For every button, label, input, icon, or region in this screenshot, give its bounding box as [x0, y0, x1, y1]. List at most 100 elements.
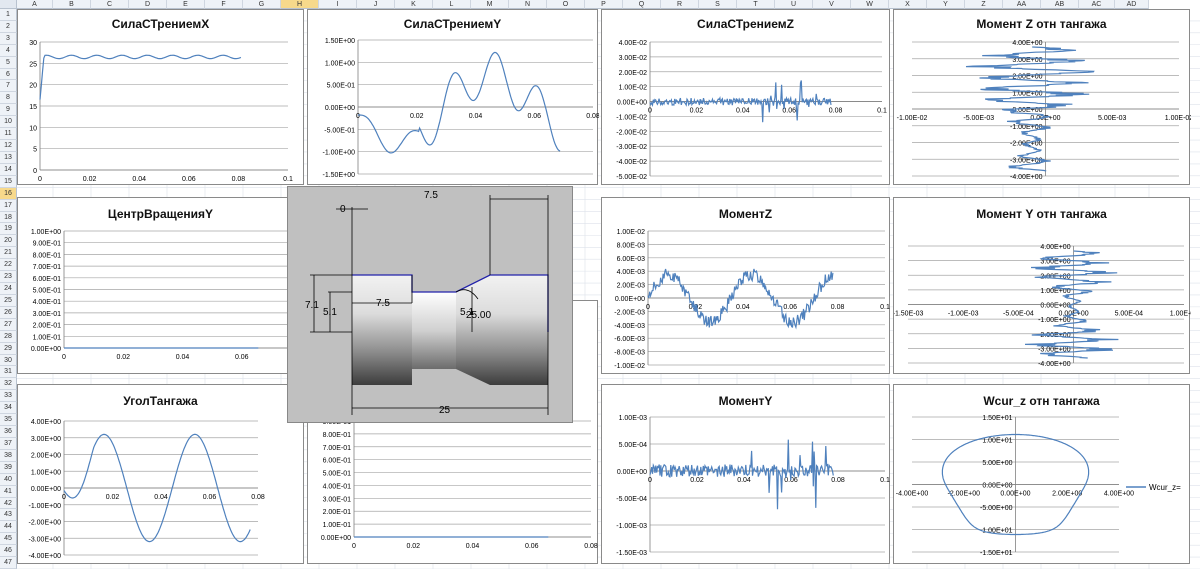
row-header-47[interactable]: 47: [0, 557, 17, 569]
row-header-26[interactable]: 26: [0, 306, 17, 319]
column-header-Y[interactable]: Y: [927, 0, 965, 9]
column-header-D[interactable]: D: [129, 0, 167, 9]
row-header-39[interactable]: 39: [0, 461, 17, 474]
chart-title: Момент Y отн тангажа: [976, 207, 1107, 221]
row-header-4[interactable]: 4: [0, 44, 17, 57]
chart-rotation-center-y[interactable]: ЦентрВращенияY 1.00E+00 9.00E-01 8.00E-01 7…: [17, 197, 305, 374]
column-header-AA[interactable]: AA: [1003, 0, 1041, 9]
row-header-24[interactable]: 24: [0, 283, 17, 295]
row-header-33[interactable]: 33: [0, 390, 17, 403]
x-tick-label: 0.00E+00: [1030, 115, 1060, 122]
row-header-6[interactable]: 6: [0, 68, 17, 81]
row-header-43[interactable]: 43: [0, 509, 17, 522]
row-header-1[interactable]: 1: [0, 9, 17, 21]
row-header-9[interactable]: 9: [0, 104, 17, 117]
x-tick-label: 0.06: [783, 304, 797, 311]
chart-moment-y[interactable]: МоментY 1.00E-03 5.00E-04 0.00E+00 -5.00E-0…: [601, 384, 890, 564]
column-header-I[interactable]: I: [319, 0, 357, 9]
row-header-45[interactable]: 45: [0, 533, 17, 546]
column-header-Q[interactable]: Q: [623, 0, 661, 9]
row-header-29[interactable]: 29: [0, 342, 17, 355]
column-header-W[interactable]: W: [851, 0, 889, 9]
row-header-14[interactable]: 14: [0, 163, 17, 176]
row-header-46[interactable]: 46: [0, 545, 17, 558]
row-header-31[interactable]: 31: [0, 366, 17, 379]
row-header-41[interactable]: 41: [0, 485, 17, 498]
chart-wcur-z-vs-pitch[interactable]: Wcur_z отн тангажа 1.50E+01 1.00E+01 5.00E…: [893, 384, 1190, 564]
chart-moment-z-vs-pitch[interactable]: Момент Z отн тангажа 4.00E+00 3.00E+00 2.0…: [893, 9, 1191, 185]
row-header-40[interactable]: 40: [0, 473, 17, 486]
column-header-T[interactable]: T: [737, 0, 775, 9]
series-line: [63, 433, 251, 543]
row-header-3[interactable]: 3: [0, 32, 17, 45]
dim-mid: 7.5: [376, 298, 390, 309]
chart-moment-y-vs-pitch[interactable]: Момент Y отн тангажа 4.00E+00 3.00E+00 2.0…: [893, 197, 1191, 374]
column-header-K[interactable]: K: [395, 0, 433, 9]
column-header-V[interactable]: V: [813, 0, 851, 9]
column-header-AC[interactable]: AC: [1079, 0, 1115, 9]
row-header-28[interactable]: 28: [0, 330, 17, 343]
y-tick-label: -1.50E+01: [980, 550, 1013, 557]
row-header-17[interactable]: 17: [0, 199, 17, 212]
column-header-AD[interactable]: AD: [1115, 0, 1149, 9]
x-tick-label: -1.00E-03: [948, 311, 979, 318]
row-header-34[interactable]: 34: [0, 402, 17, 415]
row-header-21[interactable]: 21: [0, 247, 17, 260]
row-header-12[interactable]: 12: [0, 140, 17, 152]
column-header-Z[interactable]: Z: [965, 0, 1003, 9]
select-all-corner[interactable]: [0, 0, 17, 9]
column-header-X[interactable]: X: [889, 0, 927, 9]
chart-moment-z[interactable]: МоментZ 1.00E-02 8.00E-03 6.00E-03 4.00E-03…: [601, 197, 890, 374]
row-header-42[interactable]: 42: [0, 497, 17, 510]
row-header-23[interactable]: 23: [0, 271, 17, 284]
column-header-R[interactable]: R: [661, 0, 699, 9]
y-tick-label: 0.00E+00: [31, 346, 61, 353]
row-header-22[interactable]: 22: [0, 259, 17, 272]
column-header-E[interactable]: E: [167, 0, 205, 9]
row-header-8[interactable]: 8: [0, 92, 17, 105]
row-header-13[interactable]: 13: [0, 151, 17, 164]
row-header-32[interactable]: 32: [0, 378, 17, 391]
chart-friction-force-y[interactable]: СилаСТрениемY 1.50E+00 1.00E+00 5.00E-01 0.…: [307, 9, 599, 185]
row-header-35[interactable]: 35: [0, 414, 17, 426]
y-tick-label: -4.00E-03: [614, 323, 645, 330]
column-header-P[interactable]: P: [585, 0, 623, 9]
column-header-B[interactable]: B: [53, 0, 91, 9]
part-drawing-image[interactable]: 7.5 0 7.1 5.1 7.5 5.1 25.00 25: [287, 186, 573, 423]
column-header-L[interactable]: L: [433, 0, 471, 9]
row-header-7[interactable]: 7: [0, 80, 17, 93]
column-header-S[interactable]: S: [699, 0, 737, 9]
column-header-F[interactable]: F: [205, 0, 243, 9]
column-header-J[interactable]: J: [357, 0, 395, 9]
column-header-O[interactable]: O: [547, 0, 585, 9]
row-header-37[interactable]: 37: [0, 437, 17, 450]
row-header-38[interactable]: 38: [0, 449, 17, 462]
row-header-5[interactable]: 5: [0, 56, 17, 69]
row-header-11[interactable]: 11: [0, 128, 17, 141]
column-header-U[interactable]: U: [775, 0, 813, 9]
row-header-27[interactable]: 27: [0, 318, 17, 331]
column-header-N[interactable]: N: [509, 0, 547, 9]
row-header-16[interactable]: 16: [0, 187, 17, 200]
chart-friction-force-z[interactable]: СилаСТрениемZ 4.00E-02 3.00E-02 2.00E-02 1.…: [601, 9, 890, 185]
column-header-AB[interactable]: AB: [1041, 0, 1079, 9]
row-header-20[interactable]: 20: [0, 235, 17, 248]
y-tick-label: -1.50E-03: [616, 550, 647, 557]
column-header-A[interactable]: A: [17, 0, 53, 9]
dim-zero: 0: [340, 204, 346, 215]
row-header-30[interactable]: 30: [0, 354, 17, 367]
row-header-15[interactable]: 15: [0, 175, 17, 188]
row-header-36[interactable]: 36: [0, 426, 17, 438]
row-header-18[interactable]: 18: [0, 211, 17, 224]
row-header-2[interactable]: 2: [0, 20, 17, 33]
row-header-44[interactable]: 44: [0, 521, 17, 534]
column-header-C[interactable]: C: [91, 0, 129, 9]
row-header-19[interactable]: 19: [0, 223, 17, 236]
column-header-H[interactable]: H: [281, 0, 319, 9]
column-header-G[interactable]: G: [243, 0, 281, 9]
row-header-10[interactable]: 10: [0, 116, 17, 129]
column-header-M[interactable]: M: [471, 0, 509, 9]
row-header-25[interactable]: 25: [0, 294, 17, 307]
chart-friction-force-x[interactable]: СилаСТрениемX 30 25 20 15 10 5 0 0 0.02 0.04 0.06 0…: [17, 9, 304, 185]
chart-pitch-angle[interactable]: УголТангажа 4.00E+00 3.00E+00 2.00E+00 1.00…: [17, 384, 304, 564]
